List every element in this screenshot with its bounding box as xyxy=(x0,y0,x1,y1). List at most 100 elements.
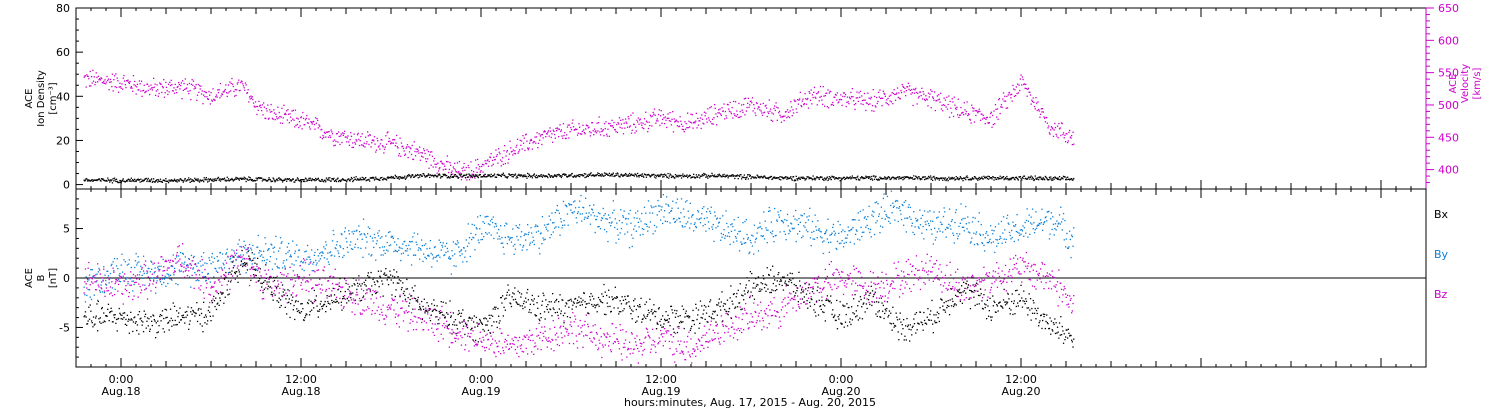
by-series-point xyxy=(703,206,705,208)
bz-series-point xyxy=(305,289,307,291)
density-series-point xyxy=(377,178,379,180)
velocity-series-point xyxy=(1044,117,1046,119)
density-series-point xyxy=(814,179,816,181)
bz-series-point xyxy=(201,259,203,261)
velocity-series-point xyxy=(254,101,257,103)
density-series-point xyxy=(486,175,488,178)
density-series-point xyxy=(634,173,636,175)
velocity-series-point xyxy=(744,114,746,116)
density-series-point xyxy=(238,178,240,180)
density-series-point xyxy=(173,179,175,182)
by-series-point xyxy=(390,236,392,238)
velocity-series-point xyxy=(496,154,498,156)
by-series-point xyxy=(226,248,228,250)
bz-series-point xyxy=(360,288,363,290)
velocity-series-point xyxy=(819,96,821,98)
density-series-point xyxy=(291,179,293,181)
by-series-point xyxy=(560,221,562,223)
by-series-point xyxy=(439,241,442,244)
velocity-series-point xyxy=(805,98,807,100)
by-series-point xyxy=(705,230,707,232)
by-series-point xyxy=(1029,233,1031,235)
density-series-point xyxy=(1069,179,1071,181)
density-series-point xyxy=(527,172,529,175)
velocity-series-point xyxy=(453,168,455,170)
bz-series-point xyxy=(372,289,374,292)
density-series-point xyxy=(725,174,727,176)
density-series-point xyxy=(832,176,835,179)
density-series-point xyxy=(425,175,427,177)
velocity-series-point xyxy=(129,81,131,83)
by-series-point xyxy=(300,260,303,262)
velocity-series-point xyxy=(816,104,818,106)
density-series-point xyxy=(402,176,405,179)
bz-series-point xyxy=(402,320,405,322)
density-series-point xyxy=(730,174,733,176)
by-series-point xyxy=(397,238,399,240)
density-series-point xyxy=(786,176,789,178)
by-series-point xyxy=(514,248,517,250)
velocity-series-point xyxy=(629,125,631,127)
density-series-point xyxy=(566,176,568,178)
velocity-series-point xyxy=(328,131,330,133)
by-series-point xyxy=(921,214,924,217)
by-series-point xyxy=(308,256,311,258)
velocity-series-point xyxy=(1056,125,1059,127)
velocity-series-point xyxy=(437,170,440,172)
bz-series-point xyxy=(345,280,347,282)
bz-series-point xyxy=(83,292,85,294)
by-series-point xyxy=(1048,238,1051,240)
density-series-point xyxy=(950,178,953,180)
density-series-point xyxy=(959,176,961,178)
density-series-point xyxy=(452,176,454,178)
bz-series-point xyxy=(419,303,421,305)
by-series-point xyxy=(162,258,164,261)
density-series-point xyxy=(811,179,814,181)
velocity-series-point xyxy=(324,132,326,135)
bz-series-point xyxy=(194,263,196,265)
bz-series-point xyxy=(161,274,164,277)
velocity-series-point xyxy=(401,145,403,148)
density-series-point xyxy=(682,173,684,175)
density-series-point xyxy=(321,179,324,181)
velocity-series-point xyxy=(510,147,512,149)
by-series-point xyxy=(616,228,619,230)
density-series-point xyxy=(968,179,970,181)
density-series-point xyxy=(877,179,879,181)
density-series-point xyxy=(423,174,425,176)
velocity-series-point xyxy=(859,96,861,98)
density-series-point xyxy=(749,175,751,177)
velocity-series-point xyxy=(197,83,199,86)
by-series-point xyxy=(344,231,346,233)
density-series-point xyxy=(276,178,278,180)
by-series-point xyxy=(1000,220,1003,223)
by-series-point xyxy=(1025,232,1027,234)
density-series-point xyxy=(126,179,128,182)
density-series-point xyxy=(161,181,164,183)
by-series-point xyxy=(111,287,114,289)
density-series-point xyxy=(159,178,162,180)
by-series-point xyxy=(875,222,877,224)
density-series-point xyxy=(983,175,985,177)
velocity-series-point xyxy=(801,100,803,102)
bz-series-point xyxy=(99,273,101,275)
density-series-point xyxy=(234,178,236,180)
bz-series-point xyxy=(386,306,388,308)
velocity-series-point xyxy=(102,82,104,84)
density-series-point xyxy=(818,178,820,180)
density-series-point xyxy=(655,175,658,177)
density-series-point xyxy=(849,176,851,178)
velocity-series-point xyxy=(707,117,710,119)
density-series-point xyxy=(822,178,824,180)
by-series-point xyxy=(517,239,519,241)
velocity-series-point xyxy=(156,84,158,86)
by-series-point xyxy=(957,235,959,237)
velocity-series-point xyxy=(231,77,233,80)
velocity-series-point xyxy=(944,99,947,101)
velocity-series-point xyxy=(430,164,432,166)
density-series-point xyxy=(1067,176,1069,178)
density-series-point xyxy=(152,180,154,183)
by-series-point xyxy=(90,269,92,271)
velocity-series-point xyxy=(381,145,384,147)
by-series-point xyxy=(171,279,173,281)
